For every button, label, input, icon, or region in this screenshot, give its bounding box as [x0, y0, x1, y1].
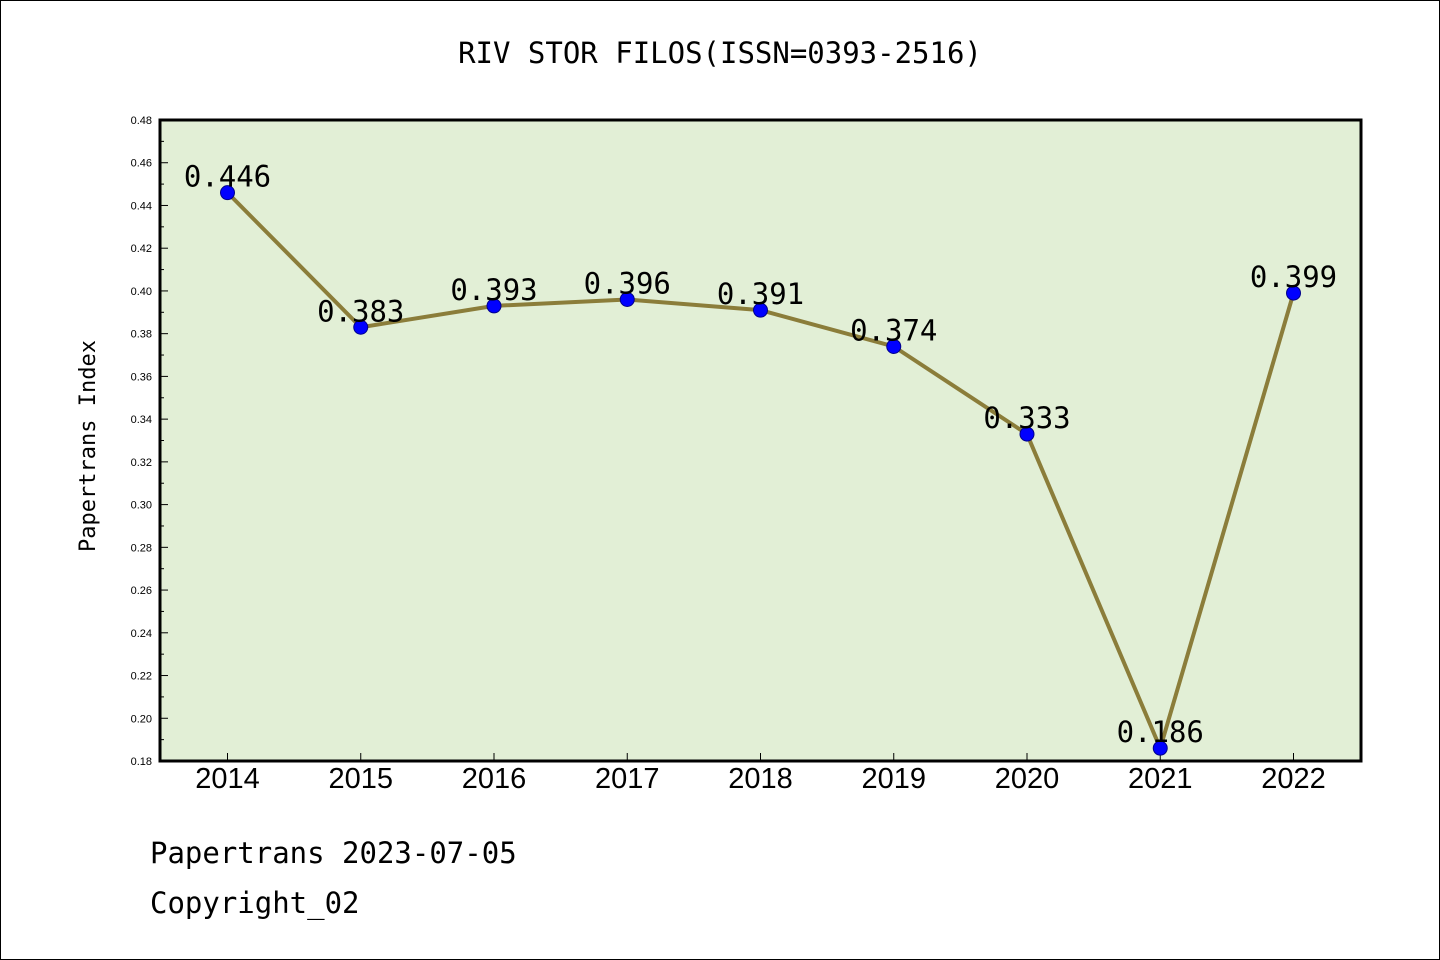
y-tick-label: 0.44	[131, 200, 152, 212]
data-label: 0.374	[850, 313, 937, 347]
y-tick-label: 0.40	[131, 286, 152, 298]
data-point	[1019, 426, 1035, 442]
y-tick-label: 0.32	[131, 457, 152, 469]
y-tick-label: 0.26	[131, 585, 152, 597]
data-label: 0.391	[717, 277, 804, 311]
x-tick-label: 2019	[861, 763, 926, 795]
plot-border	[158, 118, 1363, 763]
data-point	[1152, 740, 1168, 756]
y-tick-label: 0.36	[131, 371, 152, 383]
plot-area	[160, 120, 1361, 761]
x-tick-label: 2015	[328, 763, 393, 795]
data-point	[220, 185, 235, 201]
data-point	[353, 319, 369, 335]
y-tick-label: 0.38	[131, 329, 152, 341]
y-tick-label: 0.20	[131, 713, 152, 725]
chart-title: RIV STOR FILOS(ISSN=0393-2516)	[458, 36, 982, 70]
y-tick-label: 0.48	[131, 115, 152, 127]
y-tick-label: 0.18	[131, 756, 152, 768]
y-tick-label: 0.34	[131, 414, 152, 426]
footer-date: Papertrans 2023-07-05	[150, 836, 517, 870]
y-tick-label: 0.42	[131, 243, 152, 255]
y-tick-label: 0.30	[131, 500, 152, 512]
x-tick-label: 2016	[462, 763, 527, 795]
x-tick-label: 2018	[728, 763, 793, 795]
x-tick-label: 2020	[995, 763, 1060, 795]
data-label: 0.186	[1117, 715, 1204, 749]
data-point	[886, 338, 902, 354]
y-tick-label: 0.22	[131, 671, 152, 683]
data-point	[619, 291, 635, 307]
y-tick-label: 0.24	[131, 628, 152, 640]
data-point	[486, 298, 502, 314]
data-label: 0.393	[450, 273, 537, 307]
data-label: 0.333	[983, 401, 1070, 435]
y-tick-label: 0.46	[131, 158, 152, 170]
x-tick-label: 2014	[195, 763, 260, 795]
y-tick-label: 0.28	[131, 542, 152, 554]
footer-copyright: Copyright_02	[150, 886, 360, 920]
data-label: 0.383	[317, 294, 404, 328]
x-tick-label: 2017	[595, 763, 660, 795]
x-tick-label: 2021	[1128, 763, 1193, 795]
data-label: 0.396	[584, 266, 671, 300]
data-point	[753, 302, 768, 318]
data-label: 0.446	[184, 160, 271, 194]
data-label: 0.399	[1250, 260, 1337, 294]
x-tick-label: 2022	[1261, 763, 1326, 795]
data-point	[1286, 285, 1301, 301]
